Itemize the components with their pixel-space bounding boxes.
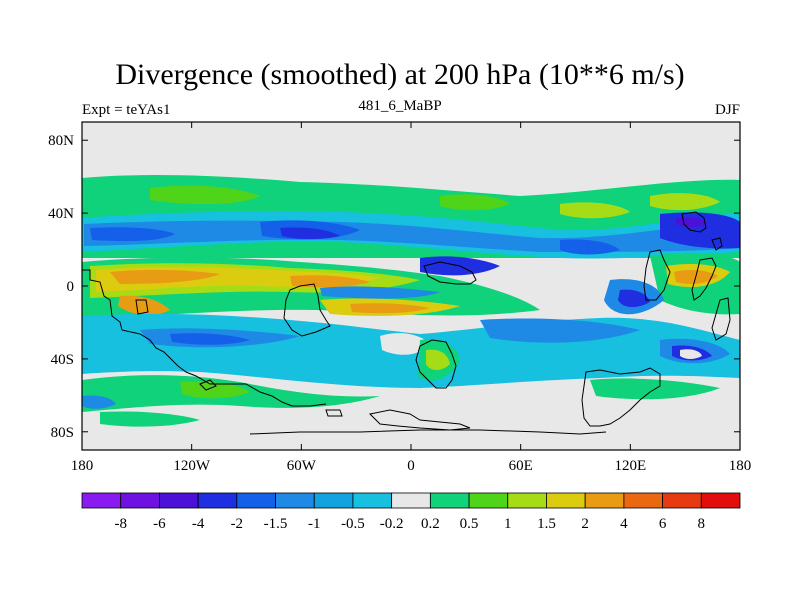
colorbar-swatch bbox=[700, 492, 741, 509]
divergence-field-negative-south bbox=[82, 313, 740, 388]
chart-subtitle: 481_6_MaBP bbox=[358, 98, 442, 114]
colorbar-label: -0.2 bbox=[380, 516, 404, 532]
y-tick-label: 40S bbox=[51, 352, 74, 368]
colorbar-swatch bbox=[623, 492, 663, 509]
y-tick-label: 80N bbox=[48, 133, 74, 149]
colorbar-swatch bbox=[662, 492, 702, 509]
x-tick-label: 60E bbox=[509, 458, 533, 474]
colorbar-swatch bbox=[275, 492, 315, 509]
colorbar-swatch bbox=[546, 492, 586, 509]
colorbar-label: 6 bbox=[659, 516, 667, 532]
coastlines bbox=[82, 211, 731, 435]
x-tick-label: 120E bbox=[614, 458, 646, 474]
colorbar-swatch bbox=[197, 492, 238, 509]
season-label: DJF bbox=[714, 102, 740, 118]
y-tick-label: 80S bbox=[51, 425, 74, 441]
colorbar-swatch bbox=[159, 492, 199, 509]
y-tick-label: 0 bbox=[67, 279, 75, 295]
x-axis: 180 120W 60W 0 60E 120E 180 bbox=[71, 122, 752, 474]
colorbar-label: 1 bbox=[504, 516, 512, 532]
colorbar-label: 8 bbox=[698, 516, 706, 532]
colorbar-label: -1.5 bbox=[264, 516, 288, 532]
experiment-label: Expt = teYAs1 bbox=[82, 102, 171, 118]
colorbar-label: 4 bbox=[620, 516, 628, 532]
x-tick-label: 180 bbox=[71, 458, 94, 474]
colorbar-label: -4 bbox=[192, 516, 205, 532]
colorbar-label: -0.5 bbox=[341, 516, 365, 532]
colorbar-swatch bbox=[81, 492, 122, 509]
colorbar-label: -1 bbox=[308, 516, 321, 532]
colorbar-label: 0.2 bbox=[421, 516, 440, 532]
colorbar-swatch bbox=[313, 492, 354, 509]
colorbar-swatch bbox=[468, 492, 509, 509]
y-tick-label: 40N bbox=[48, 206, 74, 222]
colorbar-label: 0.5 bbox=[460, 516, 479, 532]
colorbar-swatch bbox=[391, 492, 431, 509]
colorbar-swatch bbox=[352, 492, 393, 509]
colorbar: -8 -6 -4 -2 -1.5 -1 -0.5 -0.2 0.2 0.5 1 1.5 2 4 6 8 bbox=[81, 492, 741, 532]
x-tick-label: 120W bbox=[173, 458, 211, 474]
colorbar-label: -6 bbox=[153, 516, 166, 532]
colorbar-label: 2 bbox=[581, 516, 589, 532]
x-tick-label: 180 bbox=[729, 458, 752, 474]
colorbar-swatch bbox=[507, 492, 547, 509]
x-tick-label: 0 bbox=[407, 458, 415, 474]
colorbar-swatch bbox=[236, 492, 276, 509]
colorbar-swatch bbox=[120, 492, 160, 509]
colorbar-label: 1.5 bbox=[537, 516, 556, 532]
colorbar-label: -8 bbox=[114, 516, 127, 532]
plot-area bbox=[82, 122, 740, 450]
divergence-field-positive-tropics bbox=[82, 257, 540, 320]
colorbar-swatch bbox=[584, 492, 625, 509]
chart-title: Divergence (smoothed) at 200 hPa (10**6 … bbox=[115, 58, 685, 91]
x-tick-label: 60W bbox=[287, 458, 317, 474]
colorbar-swatch bbox=[429, 492, 470, 509]
colorbar-label: -2 bbox=[231, 516, 244, 532]
y-axis: 80N 40N 0 40S 80S bbox=[48, 133, 740, 441]
divergence-field-negative-north bbox=[82, 211, 740, 276]
